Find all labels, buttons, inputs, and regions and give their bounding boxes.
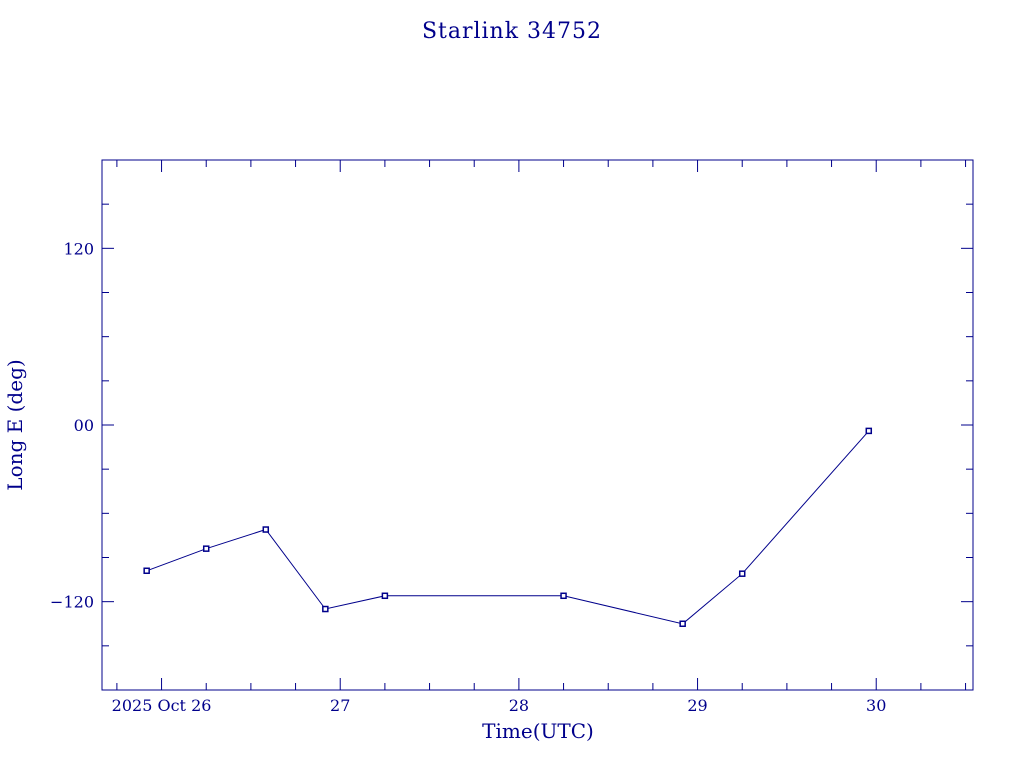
- data-series: [143, 427, 873, 627]
- chart-title: Starlink 34752: [422, 19, 602, 44]
- x-axis-label: Time(UTC): [482, 719, 594, 743]
- data-point: [865, 427, 873, 435]
- x-tick-label: 28: [509, 696, 529, 715]
- data-point: [262, 526, 270, 533]
- axis-ticks: [102, 160, 973, 690]
- data-point: [560, 592, 567, 600]
- data-point: [679, 620, 686, 627]
- data-point: [738, 570, 746, 577]
- y-tick-label: −120: [50, 593, 94, 612]
- data-point: [202, 545, 210, 552]
- plot-frame: [101, 159, 974, 691]
- data-point: [381, 592, 389, 600]
- data-point: [322, 605, 329, 613]
- axis-tick-labels: 120 00 −120 2025 Oct 26 27 28 29 30: [50, 239, 886, 715]
- series-line: [146, 430, 870, 625]
- x-tick-label: 29: [687, 696, 707, 715]
- x-tick-label: 27: [330, 696, 350, 715]
- y-axis-label: Long E (deg): [3, 359, 27, 490]
- x-tick-label: 30: [866, 696, 886, 715]
- data-point: [143, 567, 150, 574]
- y-tick-label: 00: [74, 416, 94, 435]
- x-tick-label: 2025 Oct 26: [112, 696, 212, 715]
- y-tick-label: 120: [63, 239, 94, 258]
